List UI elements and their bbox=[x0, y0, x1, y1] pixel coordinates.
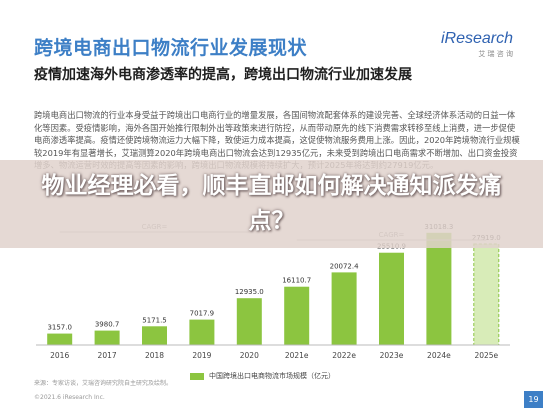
headline: 疫情加速海外电商渗透率的提高，跨境出口物流行业加速发展 bbox=[34, 67, 412, 83]
x-tick-2019: 2019 bbox=[192, 351, 211, 360]
value-label-2021e: 16110.7 bbox=[282, 277, 311, 285]
overlay-banner[interactable]: 物业经理必看，顺丰直邮如何解决通知派发痛点？ bbox=[0, 160, 543, 248]
x-tick-2024e: 2024e bbox=[427, 351, 451, 360]
x-tick-2020: 2020 bbox=[240, 351, 259, 360]
banner-headline[interactable]: 物业经理必看，顺丰直邮如何解决通知派发痛点？ bbox=[41, 173, 502, 234]
value-label-2018: 5171.5 bbox=[142, 316, 167, 324]
bar-2020 bbox=[236, 298, 262, 345]
chart-legend: 中国跨境出口电商物流市场规模（亿元） bbox=[190, 371, 335, 381]
x-tick-2022e: 2022e bbox=[332, 351, 356, 360]
value-label-2016: 3157.0 bbox=[47, 324, 72, 332]
bar-2025e bbox=[473, 243, 500, 346]
x-tick-2025e: 2025e bbox=[474, 351, 498, 360]
source-note: 来源：专家访谈，艾瑞咨询研究院自主研究及绘制。 bbox=[34, 380, 173, 387]
value-label-2020: 12935.0 bbox=[235, 288, 264, 296]
x-tick-2018: 2018 bbox=[145, 351, 164, 360]
x-tick-2023e: 2023e bbox=[380, 351, 404, 360]
iresearch-logo: iResearch 艾 瑞 咨 询 bbox=[441, 30, 513, 59]
value-label-2017: 3980.7 bbox=[95, 321, 120, 329]
bar-2019 bbox=[189, 319, 215, 345]
value-label-2019: 7017.9 bbox=[190, 310, 215, 318]
copyright: ©2021.6 iResearch Inc. bbox=[34, 394, 105, 401]
bar-2021e bbox=[284, 286, 310, 345]
x-tick-2016: 2016 bbox=[50, 351, 69, 360]
bar-2023e bbox=[379, 252, 404, 345]
bar-2016 bbox=[47, 333, 73, 345]
bar-2022e bbox=[331, 272, 357, 345]
x-tick-2017: 2017 bbox=[98, 351, 117, 360]
bar-2024e bbox=[426, 232, 452, 345]
value-label-2022e: 20072.4 bbox=[330, 262, 359, 270]
slide-title: 跨境电商出口物流行业发展现状 bbox=[34, 37, 308, 59]
logo-text: iResearch bbox=[440, 30, 513, 47]
bar-2018 bbox=[142, 326, 167, 345]
logo-subtitle: 艾 瑞 咨 询 bbox=[478, 50, 513, 58]
page-number: 19 bbox=[524, 391, 543, 408]
x-tick-2021e: 2021e bbox=[285, 351, 309, 360]
legend-swatch bbox=[190, 372, 204, 380]
legend-label: 中国跨境出口电商物流市场规模（亿元） bbox=[209, 372, 335, 380]
bar-2017 bbox=[94, 330, 120, 345]
